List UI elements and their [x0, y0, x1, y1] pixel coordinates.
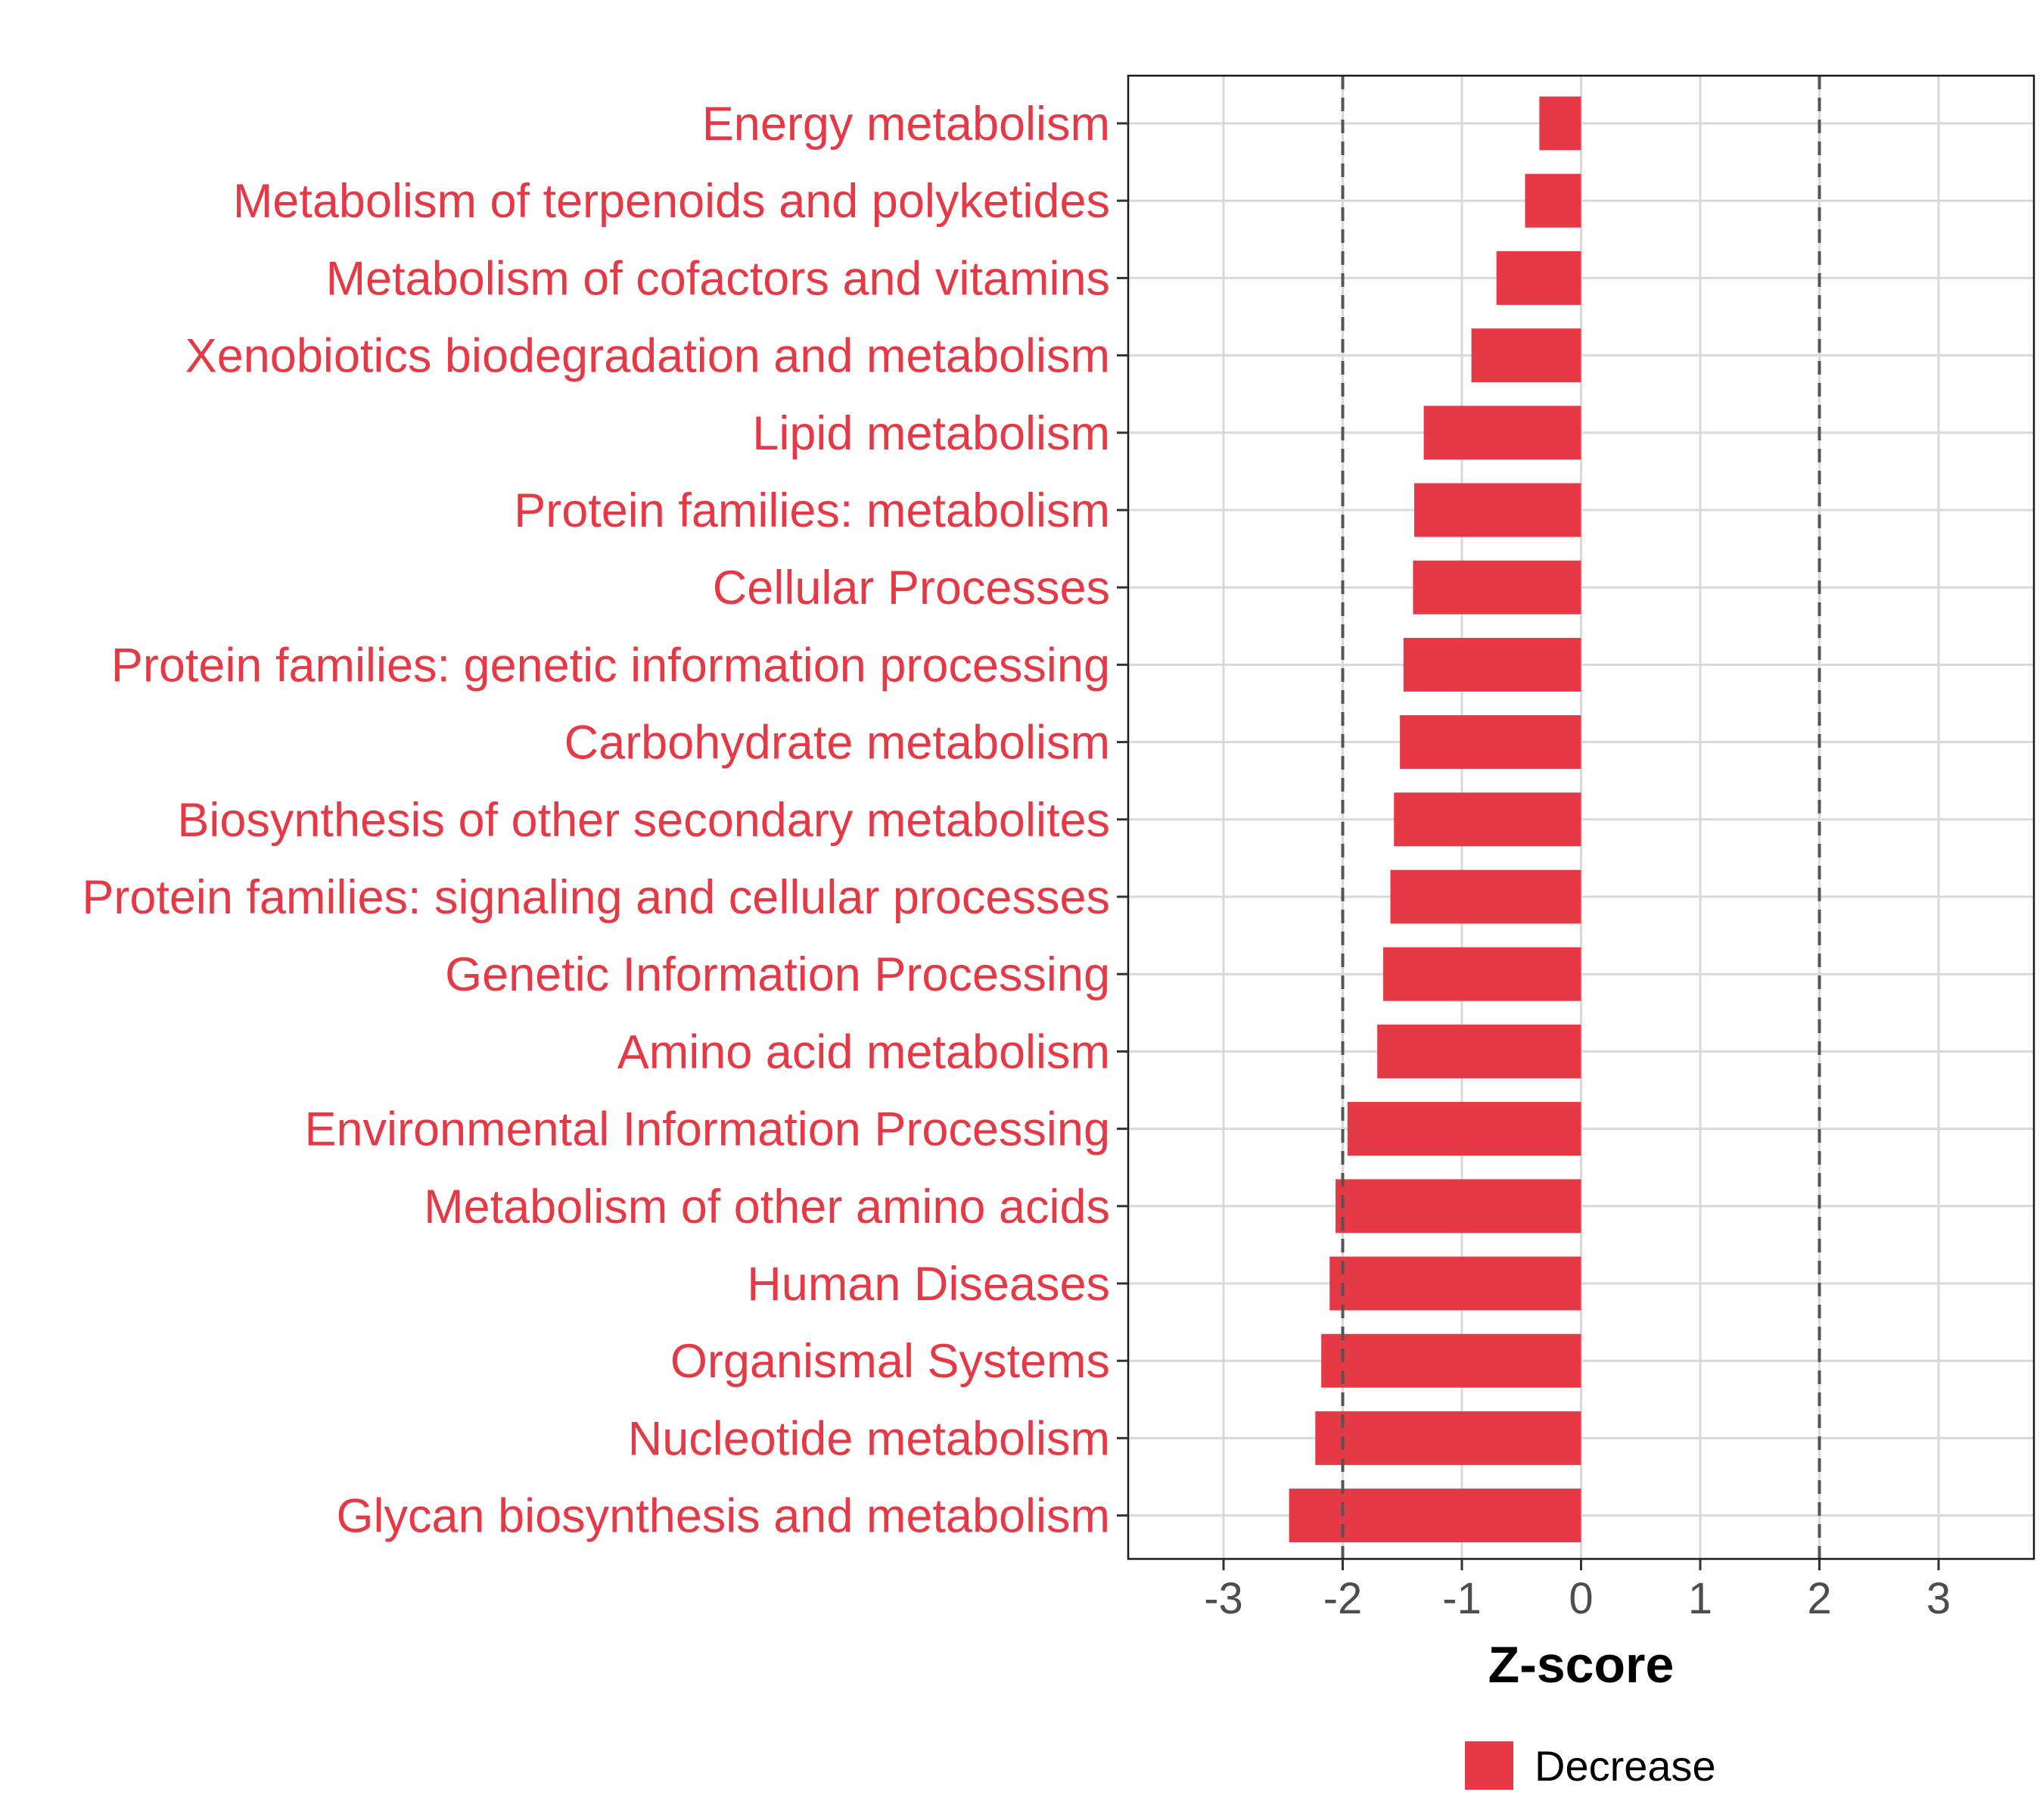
- bar-carbohydrate-metabolism: [1400, 715, 1581, 770]
- legend: Decrease: [1465, 1741, 1716, 1790]
- bar-metabolism-of-terpenoids-and-polyketides: [1525, 173, 1581, 228]
- bar-cellular-processes: [1413, 560, 1581, 614]
- bar-layer: [1289, 96, 1581, 1543]
- category-label: Xenobiotics biodegradation and metabolis…: [185, 330, 1110, 383]
- tick-layer: -3 -2 -1 0 1 2 3: [1117, 122, 1951, 1623]
- x-tick-label: -3: [1204, 1574, 1243, 1623]
- legend-label-decrease: Decrease: [1535, 1742, 1716, 1790]
- category-label: Nucleotide metabolism: [628, 1412, 1110, 1465]
- category-label: Organismal Systems: [670, 1335, 1110, 1388]
- bar-metabolism-of-cofactors-and-vitamins: [1496, 250, 1581, 305]
- bar-protein-families-metabolism: [1414, 483, 1581, 537]
- category-label: Human Diseases: [747, 1258, 1110, 1311]
- x-tick-label: 3: [1926, 1574, 1951, 1623]
- category-label: Glycan biosynthesis and metabolism: [337, 1490, 1111, 1543]
- category-label: Cellular Processes: [713, 562, 1110, 614]
- bar-nucleotide-metabolism: [1315, 1411, 1581, 1465]
- category-label: Biosynthesis of other secondary metaboli…: [177, 794, 1110, 847]
- x-tick-label: -2: [1323, 1574, 1363, 1623]
- bar-energy-metabolism: [1539, 96, 1581, 151]
- bar-protein-families-signaling-and-cellular-processes: [1390, 870, 1581, 924]
- bar-amino-acid-metabolism: [1377, 1024, 1581, 1078]
- x-axis-title: Z-score: [1488, 1636, 1675, 1694]
- legend-swatch-decrease: [1465, 1741, 1513, 1790]
- bar-lipid-metabolism: [1423, 406, 1581, 460]
- category-label: Amino acid metabolism: [617, 1025, 1110, 1078]
- bar-glycan-biosynthesis-and-metabolism: [1289, 1489, 1581, 1543]
- threshold-layer: [1341, 76, 1821, 1559]
- category-label: Environmental Information Processing: [304, 1103, 1110, 1156]
- category-label: Protein families: signaling and cellular…: [82, 871, 1110, 924]
- bar-protein-families-genetic-information-processing: [1403, 637, 1581, 692]
- bar-biosynthesis-of-other-secondary-metabolites: [1394, 792, 1581, 847]
- category-label: Genetic Information Processing: [445, 948, 1110, 1001]
- category-label: Protein families: metabolism: [514, 484, 1110, 537]
- x-tick-label: 2: [1807, 1574, 1831, 1623]
- x-tick-label: -1: [1442, 1574, 1482, 1623]
- category-label: Metabolism of cofactors and vitamins: [326, 252, 1110, 305]
- category-label: Protein families: genetic information pr…: [111, 639, 1110, 692]
- bar-human-diseases: [1329, 1256, 1581, 1311]
- x-tick-label: 0: [1569, 1574, 1593, 1623]
- category-label: Metabolism of terpenoids and polyketides: [233, 175, 1110, 228]
- category-label: Energy metabolism: [702, 98, 1110, 151]
- bar-organismal-systems: [1321, 1333, 1581, 1388]
- bar-xenobiotics-biodegradation-and-metabolism: [1471, 328, 1581, 383]
- bar-genetic-information-processing: [1383, 947, 1581, 1001]
- category-label-layer: Energy metabolism Metabolism of terpenoid…: [82, 98, 1110, 1543]
- bar-metabolism-of-other-amino-acids: [1336, 1179, 1581, 1234]
- category-label: Metabolism of other amino acids: [424, 1181, 1110, 1234]
- x-tick-label: 1: [1688, 1574, 1712, 1623]
- category-label: Carbohydrate metabolism: [564, 717, 1110, 770]
- category-label: Lipid metabolism: [752, 407, 1110, 460]
- bar-environmental-information-processing: [1347, 1102, 1581, 1156]
